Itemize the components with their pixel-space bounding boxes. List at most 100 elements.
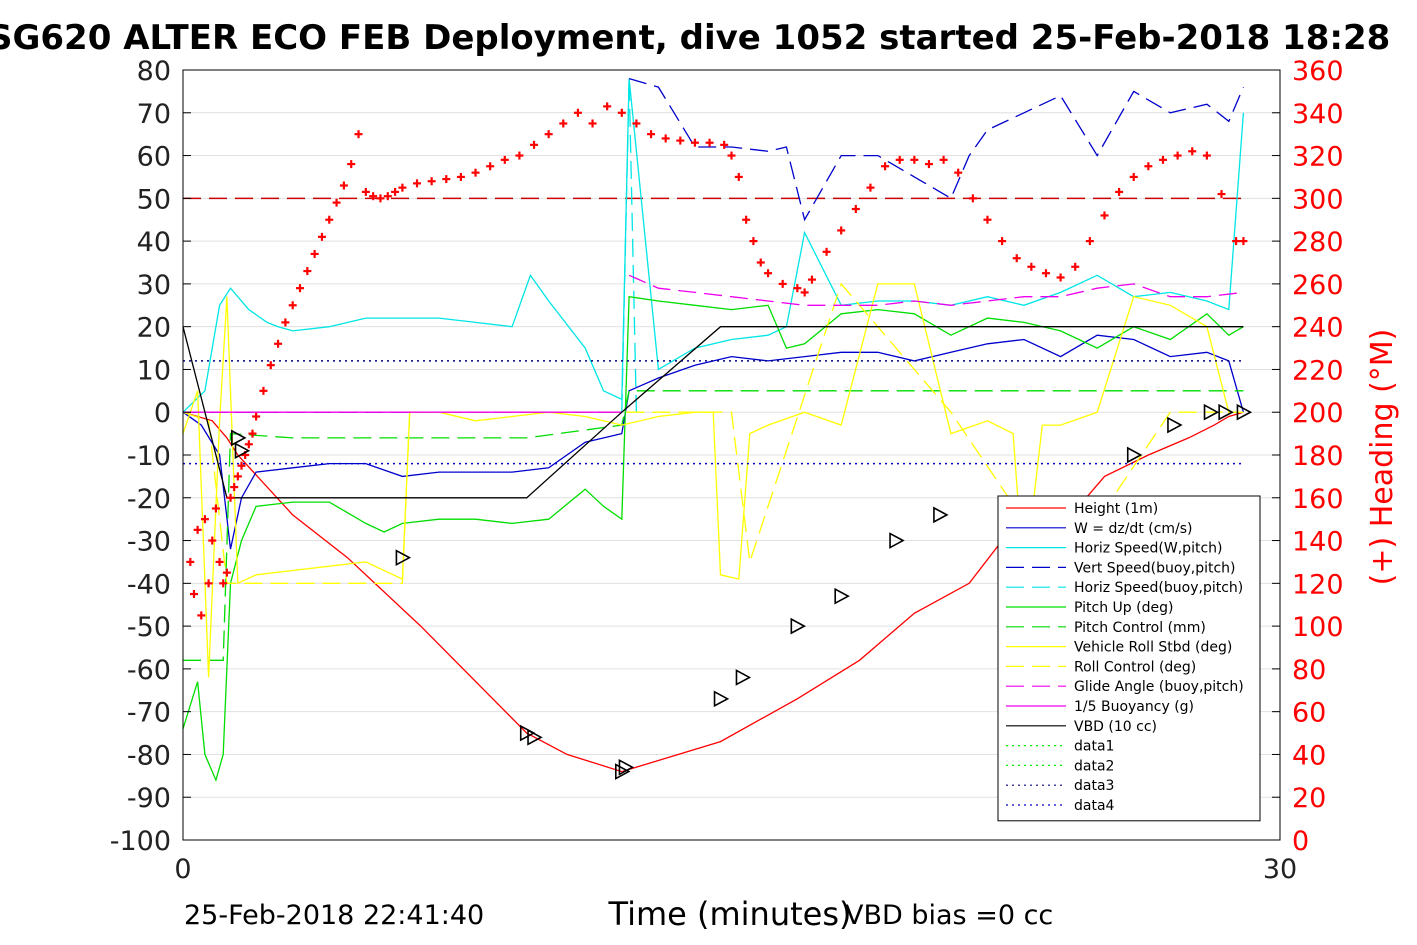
series-line-2 xyxy=(182,78,1245,413)
y-right-tick-label: 20 xyxy=(1292,783,1326,814)
x-axis-label: Time (minutes) xyxy=(608,895,852,933)
heading-point xyxy=(204,579,213,588)
heading-point xyxy=(924,160,933,169)
heading-point xyxy=(1085,237,1094,246)
triangle-marker xyxy=(933,506,949,524)
y-right-tick-label: 40 xyxy=(1292,740,1326,771)
legend-box xyxy=(997,495,1261,822)
triangle-marker xyxy=(395,549,412,567)
y-right-tick-label: 100 xyxy=(1292,612,1344,643)
y-left-tick-label: 40 xyxy=(137,227,171,258)
footer-timestamp: 25-Feb-2018 22:41:40 xyxy=(184,900,485,931)
triangle-marker xyxy=(618,758,635,776)
heading-point xyxy=(756,258,765,267)
heading-point xyxy=(486,162,495,171)
heading-point xyxy=(690,138,699,147)
heading-point xyxy=(807,275,816,284)
legend-entry-label: VBD (10 cc) xyxy=(1074,719,1157,735)
legend-entry-label: Height (1m) xyxy=(1074,501,1158,517)
heading-point xyxy=(427,177,436,186)
triangle-marker xyxy=(1236,403,1253,421)
heading-point xyxy=(376,194,385,203)
y-right-tick-label: 160 xyxy=(1292,484,1344,515)
plot-frame xyxy=(182,69,1281,841)
y-left-tick-label: -50 xyxy=(127,612,171,643)
heading-point xyxy=(398,183,407,192)
heading-point xyxy=(742,215,751,224)
legend-entry-label: W = dz/dt (cm/s) xyxy=(1074,521,1193,537)
heading-point xyxy=(632,119,641,128)
y-left-tick-label: -100 xyxy=(110,826,171,857)
heading-point xyxy=(296,284,305,293)
heading-point xyxy=(1144,162,1153,171)
heading-point xyxy=(215,557,224,566)
heading-point xyxy=(793,284,802,293)
heading-point xyxy=(456,172,465,181)
heading-point xyxy=(471,168,480,177)
triangle-marker xyxy=(1126,446,1143,464)
heading-point xyxy=(1100,211,1109,220)
heading-point xyxy=(361,187,370,196)
heading-point xyxy=(1202,151,1211,160)
heading-point xyxy=(303,267,312,276)
y-right-tick-label: 360 xyxy=(1292,56,1344,87)
y-left-tick-label: 80 xyxy=(137,56,171,87)
series-line-0 xyxy=(182,411,1244,773)
y-right-tick-label: 200 xyxy=(1292,398,1344,429)
triangle-marker xyxy=(790,617,807,635)
y-right-tick-label: 240 xyxy=(1292,313,1344,344)
triangle-marker xyxy=(834,587,850,605)
axes: 80706050403020100-10-20-30-40-50-60-70-8… xyxy=(110,56,1344,885)
heading-point xyxy=(186,557,195,566)
triangle-marker xyxy=(1203,403,1220,421)
legend: Height (1m) W = dz/dt (cm/s) Horiz Speed(W… xyxy=(997,495,1261,822)
y-left-tick-label: -90 xyxy=(127,783,171,814)
heading-point xyxy=(208,536,217,545)
heading-point xyxy=(259,386,268,395)
y-right-tick-label: 60 xyxy=(1292,698,1326,729)
triangle-marker xyxy=(1218,403,1234,421)
heading-point xyxy=(1158,155,1167,164)
heading-point xyxy=(895,155,904,164)
y-left-tick-label: -60 xyxy=(127,655,171,686)
heading-point xyxy=(720,140,729,149)
legend-entry-label: Horiz Speed(buoy,pitch) xyxy=(1074,580,1243,596)
heading-point xyxy=(193,525,202,534)
y-left-tick-label: -30 xyxy=(127,527,171,558)
heading-point xyxy=(617,108,626,117)
y-right-tick-label: 300 xyxy=(1292,184,1344,215)
heading-point xyxy=(339,181,348,190)
heading-point xyxy=(866,183,875,192)
heading-point xyxy=(676,136,685,145)
legend-entry-label: Vert Speed(buoy,pitch) xyxy=(1074,560,1236,576)
triangle-marker xyxy=(889,532,905,549)
heading-point xyxy=(354,130,363,139)
heading-point xyxy=(705,138,714,147)
y-left-tick-label: 50 xyxy=(137,184,171,215)
heading-point xyxy=(1188,147,1197,156)
heading-point xyxy=(661,134,670,143)
legend-entry-label: data2 xyxy=(1074,758,1114,774)
heading-point xyxy=(383,192,392,201)
heading-point xyxy=(200,515,209,524)
heading-point xyxy=(266,361,275,370)
y-right-tick-label: 140 xyxy=(1292,527,1344,558)
heading-point xyxy=(233,472,242,481)
heading-point xyxy=(544,130,553,139)
heading-point xyxy=(603,102,612,111)
heading-point xyxy=(530,140,539,149)
heading-point xyxy=(734,172,743,181)
heading-point xyxy=(369,192,378,201)
heading-point xyxy=(347,160,356,169)
series-line-4 xyxy=(621,78,638,413)
y-right-tick-label: 180 xyxy=(1292,441,1344,472)
heading-point xyxy=(1041,269,1050,278)
heading-point xyxy=(317,232,326,241)
heading-point xyxy=(1232,237,1241,246)
y-left-tick-label: -10 xyxy=(127,441,171,472)
x-tick-label: 30 xyxy=(1263,854,1297,885)
heading-point xyxy=(573,108,582,117)
heading-point xyxy=(881,162,890,171)
heading-point xyxy=(288,301,297,310)
heading-point xyxy=(749,237,758,246)
